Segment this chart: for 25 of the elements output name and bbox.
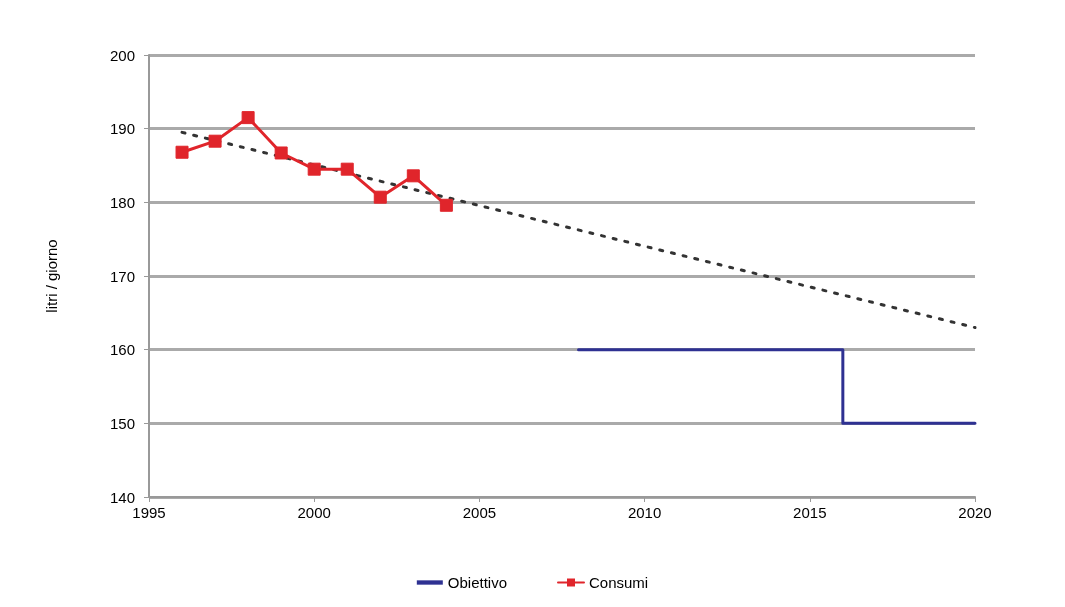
y-tick-label: 150 [109, 414, 135, 432]
point [208, 134, 222, 148]
y-tick-label: 190 [109, 120, 135, 138]
y-tick-label: 180 [109, 193, 135, 211]
legend-label: Obiettivo [447, 574, 508, 591]
y-tick-label: 140 [109, 488, 135, 506]
x-tick-label: 2010 [627, 504, 662, 521]
point [274, 146, 288, 160]
point [373, 190, 387, 204]
point [175, 145, 189, 159]
legend-label: Consumi [589, 574, 649, 591]
y-tick-label: 170 [109, 267, 135, 285]
point [340, 162, 354, 176]
x-tick-label: 1995 [132, 504, 166, 521]
y-axis-title: litri / giorno [43, 239, 60, 313]
point [406, 169, 420, 183]
y-tick-label: 200 [109, 46, 135, 64]
x-tick-label: 2000 [297, 504, 331, 521]
point [307, 162, 321, 176]
point [241, 111, 255, 125]
x-tick-label: 2005 [462, 504, 497, 521]
x-tick-label: 2020 [958, 504, 992, 521]
point [439, 198, 453, 212]
y-tick-label: 160 [109, 341, 135, 359]
x-tick-label: 2015 [793, 504, 827, 521]
